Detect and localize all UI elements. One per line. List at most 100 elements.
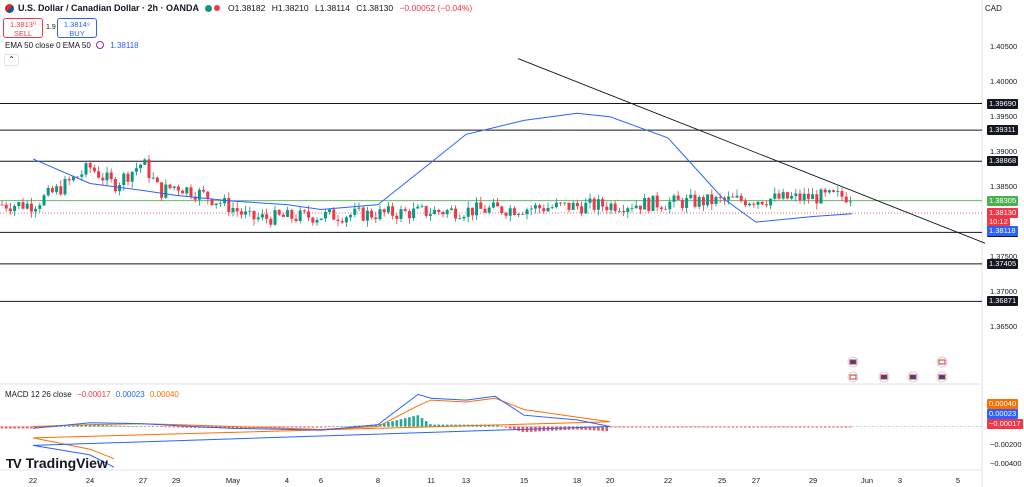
trendline [517,58,986,244]
macd-histogram-bar [412,416,415,427]
ema-legend[interactable]: EMA 50 close 0 EMA 50 1.38118 [5,41,139,50]
high-value: H1.38210 [271,3,309,13]
candle-body [151,177,155,179]
macd-histogram-bar [517,426,520,431]
candle-body [710,194,714,205]
usd-cad-flag-icon [5,3,14,13]
macd-histogram-bar [59,426,63,428]
candle-body [29,203,33,212]
candle-body [500,206,504,214]
candle-body [781,192,785,199]
candle-body [122,173,126,185]
chart-header: U.S. Dollar / Canadian Dollar · 2h · OAN… [0,0,476,16]
candle-body [113,179,117,192]
macd-histogram-bar [445,424,449,427]
tradingview-logo[interactable]: TV TradingView [6,455,108,471]
macd-histogram-bar [93,424,96,427]
level-price-tag: 1.38305 [987,195,1019,206]
symbol-title[interactable]: U.S. Dollar / Canadian Dollar · 2h · OAN… [18,3,200,13]
us-flag-icon [938,374,946,380]
candle-body [227,198,231,213]
indicator-settings-icon[interactable] [96,41,105,49]
macd-histogram-bar [240,426,243,429]
candle-body [559,202,563,204]
buy-button[interactable]: 1.3814⁹ BUY [57,18,97,38]
candle-body [4,204,8,209]
macd-histogram-bar [399,419,403,427]
tradingview-mark-icon: TV [6,455,22,471]
candle-body [340,221,344,223]
macd-histogram-bar [227,426,231,429]
candle-body [491,202,495,208]
time-tick: 25 [717,476,727,485]
buy-label: BUY [69,29,85,38]
macd-histogram-bar [437,424,441,427]
macd-histogram-bar [168,426,172,428]
currency-button[interactable]: CAD [985,4,1002,13]
macd-histogram-bar [744,426,747,428]
collapse-legend-button[interactable]: ⌃ [4,54,19,66]
macd-histogram-bar [609,426,613,428]
time-tick: 8 [375,476,381,485]
macd-histogram-bar [832,426,835,428]
candle-body [164,184,168,198]
macd-histogram-bar [84,424,88,427]
candle-body [80,174,84,177]
candle-body [655,195,659,208]
candle-body [685,198,689,208]
macd-line-value: 0.00023 [115,390,145,399]
macd-histogram-bar [844,426,848,428]
macd-histogram-bar [647,426,651,428]
macd-histogram-bar [508,426,512,429]
macd-histogram-bar [282,426,285,428]
macd-histogram-bar [601,426,604,431]
macd-histogram-bar [13,426,16,429]
candle-body [185,187,189,194]
macd-line [32,393,611,468]
macd-histogram-bar [63,426,67,427]
macd-histogram-bar [0,426,4,429]
candle-body [109,172,113,180]
macd-histogram-bar [223,426,226,429]
candle-body [311,217,315,223]
candle-body [773,193,777,199]
candle-body [176,186,180,191]
macd-histogram-bar [802,426,806,428]
macd-label: MACD 12 26 close [5,390,72,399]
sell-price: 1.3813⁰ [10,20,36,29]
macd-histogram-bar [697,426,701,428]
macd-histogram-bar [265,426,268,428]
candle-body [487,207,491,213]
candle-body [517,213,521,215]
candle-body [42,195,46,206]
macd-histogram-bar [80,425,84,427]
candle-body [563,202,567,204]
candle-body [189,187,193,197]
candle-body [823,189,827,193]
macd-histogram-bar [815,426,819,428]
macd-histogram-bar [828,426,831,428]
candle-body [21,202,25,209]
time-tick: Jun [860,476,874,485]
ema-label: EMA 50 close 0 EMA 50 [5,41,91,50]
candle-body [8,208,12,212]
macd-histogram-bar [147,426,151,428]
macd-histogram-bar [819,426,823,428]
macd-histogram-bar [420,418,424,427]
macd-legend[interactable]: MACD 12 26 close −0.00017 0.00023 0.0004… [5,390,179,399]
macd-histogram-bar [118,425,121,427]
candle-body [832,190,836,192]
ca-flag-icon [938,359,946,365]
macd-histogram-bar [25,426,29,429]
candle-body [197,189,201,200]
candle-body [13,205,17,212]
macd-histogram-bar [424,421,428,427]
time-tick: 15 [519,476,529,485]
candle-body [806,193,810,200]
candle-body [71,176,75,181]
candle-body [714,196,718,205]
macd-histogram-bar [798,426,802,428]
candle-body [332,209,336,220]
sell-button[interactable]: 1.3813⁰ SELL [3,18,43,38]
